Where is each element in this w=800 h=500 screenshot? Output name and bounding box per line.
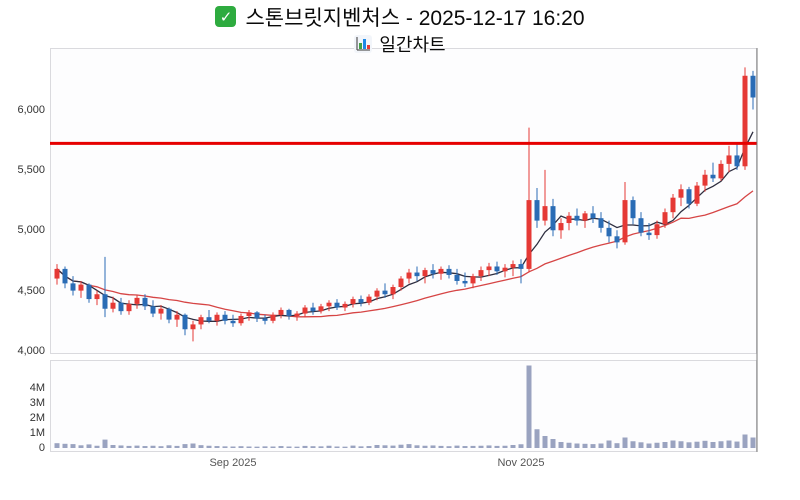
candlestick-layer <box>54 67 756 342</box>
price-chart-panel <box>50 48 757 354</box>
ma20-line <box>56 190 754 318</box>
volume-axis-label: 0 <box>38 442 45 454</box>
volume-chart-panel <box>50 360 757 452</box>
price-axis-label: 4,000 <box>17 345 45 357</box>
x-axis-label: Sep 2025 <box>209 457 257 469</box>
volume-axis-label: 1M <box>29 427 45 439</box>
price-axis-label: 5,000 <box>17 224 45 236</box>
volume-axis-label: 3M <box>29 397 45 409</box>
volume-axis-label: 4M <box>29 382 45 394</box>
volume-axis-label: 2M <box>29 412 45 424</box>
ma5-line <box>56 131 754 322</box>
price-axis-label: 5,500 <box>17 164 45 176</box>
volume-layer <box>54 365 756 448</box>
x-axis-label: Nov 2025 <box>497 457 545 469</box>
price-axis-label: 6,000 <box>17 104 45 116</box>
price-axis-label: 4,500 <box>17 285 45 297</box>
